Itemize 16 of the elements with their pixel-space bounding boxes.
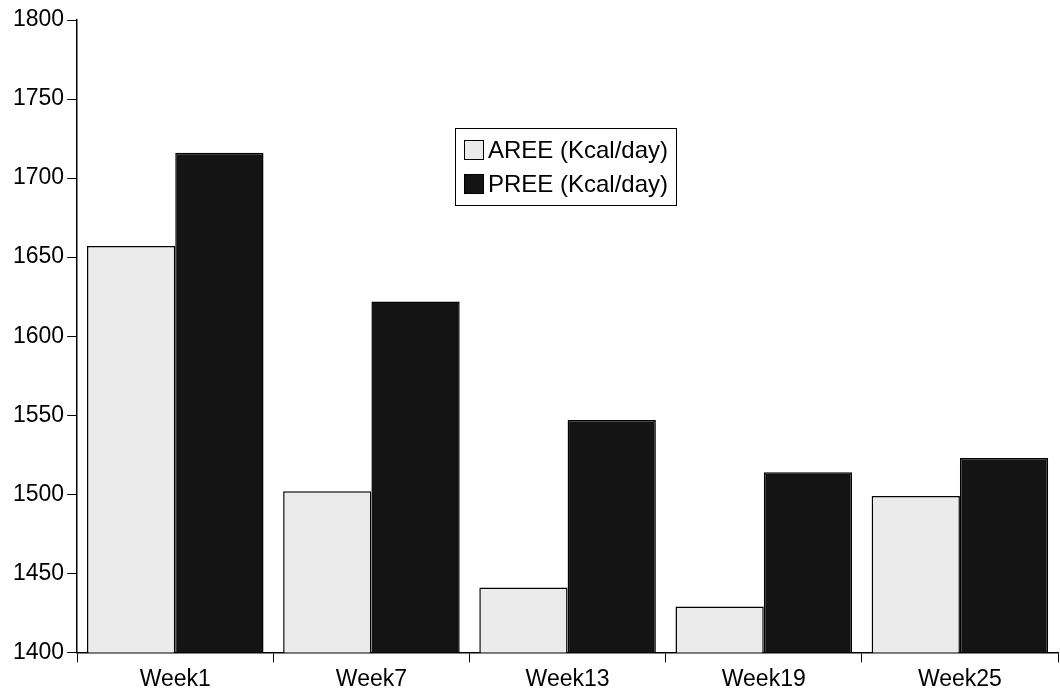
y-tick-label: 1650 xyxy=(12,242,65,269)
y-tick-label: 1600 xyxy=(12,321,65,348)
x-tick-label: Week7 xyxy=(335,664,407,691)
x-tick-label: Week13 xyxy=(525,664,610,691)
y-tick-label: 1500 xyxy=(12,479,65,506)
y-tick-label: 1450 xyxy=(12,558,65,585)
y-tick-label: 1750 xyxy=(12,84,65,111)
y-tick-label: 1550 xyxy=(12,400,65,427)
y-tick-label: 1800 xyxy=(12,5,65,32)
legend-label: PREE (Kcal/day) xyxy=(488,169,669,199)
legend-label: AREE (Kcal/day) xyxy=(488,135,669,165)
x-tick-label: Week25 xyxy=(917,664,1002,691)
y-tick-label: 1700 xyxy=(12,163,65,190)
y-tick-label: 1400 xyxy=(12,637,65,664)
x-tick-label: Week1 xyxy=(139,664,211,691)
x-tick-label: Week19 xyxy=(721,664,806,691)
